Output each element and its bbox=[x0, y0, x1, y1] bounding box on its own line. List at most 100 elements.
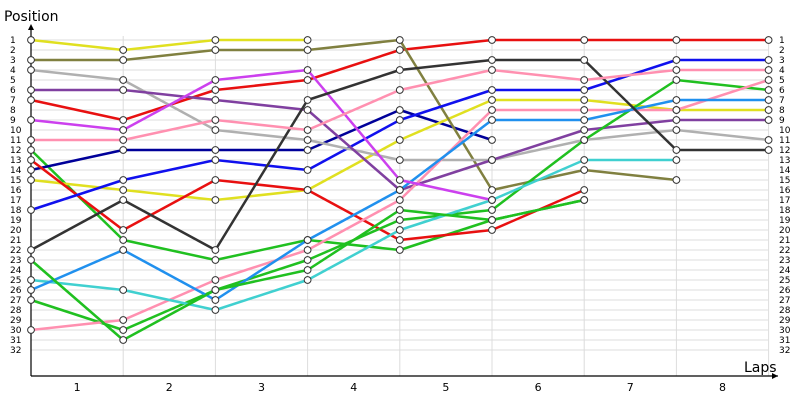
point-s9-x4 bbox=[395, 156, 404, 164]
point-s9-x2 bbox=[211, 126, 220, 134]
point-s16-x1 bbox=[119, 196, 128, 204]
point-s11-x1 bbox=[119, 326, 128, 334]
point-s9-x3 bbox=[303, 136, 312, 144]
point-s14-x0 bbox=[27, 286, 35, 294]
point-s18-x5 bbox=[488, 66, 496, 74]
y-tick-left-29: 29 bbox=[10, 316, 22, 326]
point-s10-x8 bbox=[764, 116, 773, 124]
y-tick-left-1: 1 bbox=[10, 36, 16, 46]
point-s2-x0 bbox=[27, 146, 35, 154]
point-s13-x0 bbox=[27, 276, 35, 284]
point-s12-x3 bbox=[303, 246, 312, 254]
point-s7-x3 bbox=[303, 186, 312, 194]
y-tick-left-6: 6 bbox=[10, 86, 16, 96]
y-tick-right-6: 6 bbox=[779, 86, 785, 96]
point-s4-x2 bbox=[211, 36, 220, 44]
point-s12-x2 bbox=[211, 276, 220, 284]
y-tick-right-1: 1 bbox=[779, 36, 785, 46]
y-tick-right-29: 29 bbox=[779, 316, 791, 326]
y-tick-right-18: 18 bbox=[779, 206, 791, 216]
point-s15-x3 bbox=[303, 66, 312, 74]
point-s7-x2 bbox=[211, 176, 220, 184]
point-s1-x3 bbox=[303, 76, 312, 84]
point-s10-x2 bbox=[211, 96, 220, 104]
series-line-6 bbox=[29, 38, 678, 192]
point-s10-x3 bbox=[303, 106, 312, 114]
point-s13-x3 bbox=[303, 276, 312, 284]
point-s8-x8 bbox=[764, 56, 773, 64]
y-tick-left-31: 31 bbox=[10, 336, 21, 346]
x-tick-5: 5 bbox=[442, 381, 449, 394]
y-tick-right-11: 11 bbox=[779, 136, 790, 146]
point-s8-x4 bbox=[395, 116, 404, 124]
y-tick-right-4: 4 bbox=[779, 66, 785, 76]
y-tick-right-22: 22 bbox=[779, 246, 790, 256]
point-s5-x5 bbox=[488, 96, 496, 104]
point-s13-x1 bbox=[119, 286, 128, 294]
point-s7-x0 bbox=[27, 156, 35, 164]
point-s10-x7 bbox=[672, 116, 681, 124]
point-s6-x2 bbox=[211, 46, 220, 54]
point-s4-x0 bbox=[27, 36, 35, 44]
point-s7-x1 bbox=[119, 226, 128, 234]
y-tick-right-25: 25 bbox=[779, 276, 790, 286]
series-line-15 bbox=[29, 68, 494, 202]
point-s15-x1 bbox=[119, 126, 128, 134]
point-s17-x2 bbox=[211, 286, 220, 294]
y-tick-left-17: 17 bbox=[10, 196, 21, 206]
point-s18-x3 bbox=[303, 126, 312, 134]
point-s11-x7 bbox=[672, 76, 681, 84]
point-s10-x5 bbox=[488, 156, 496, 164]
y-tick-left-18: 18 bbox=[10, 206, 22, 216]
point-s17-x1 bbox=[119, 336, 128, 344]
point-s8-x7 bbox=[672, 56, 681, 64]
point-s1-x8 bbox=[764, 36, 773, 44]
series-points bbox=[27, 36, 773, 344]
y-tick-left-15: 15 bbox=[10, 176, 21, 186]
y-tick-left-13: 13 bbox=[10, 156, 21, 166]
point-s2-x2 bbox=[211, 256, 220, 264]
point-s8-x1 bbox=[119, 176, 128, 184]
y-tick-left-23: 23 bbox=[10, 256, 21, 266]
point-s1-x7 bbox=[672, 36, 681, 44]
point-s7-x4 bbox=[395, 236, 404, 244]
y-tick-left-4: 4 bbox=[10, 66, 16, 76]
x-tick-1: 1 bbox=[74, 381, 81, 394]
y-tick-left-9: 9 bbox=[10, 116, 16, 126]
point-s9-x7 bbox=[672, 126, 681, 134]
y-tick-right-10: 10 bbox=[779, 126, 791, 136]
point-s12-x8 bbox=[764, 76, 773, 84]
y-tick-left-27: 27 bbox=[10, 296, 21, 306]
point-s1-x5 bbox=[488, 36, 496, 44]
point-s10-x6 bbox=[580, 126, 589, 134]
point-s12-x5 bbox=[488, 106, 496, 114]
y-tick-left-7: 7 bbox=[10, 96, 16, 106]
point-s13-x4 bbox=[395, 226, 404, 234]
point-s13-x2 bbox=[211, 306, 220, 314]
y-tick-right-23: 23 bbox=[779, 256, 790, 266]
point-s14-x5 bbox=[488, 116, 496, 124]
point-s1-x6 bbox=[580, 36, 589, 44]
point-s1-x0 bbox=[27, 96, 35, 104]
point-s15-x0 bbox=[27, 116, 35, 124]
point-s12-x0 bbox=[27, 326, 35, 334]
point-s3-x5 bbox=[488, 136, 496, 144]
point-s17-x0 bbox=[27, 256, 35, 264]
y-tick-right-30: 30 bbox=[779, 326, 791, 336]
point-s3-x4 bbox=[395, 106, 404, 114]
point-s8-x3 bbox=[303, 166, 312, 174]
point-s11-x6 bbox=[580, 136, 589, 144]
point-s16-x0 bbox=[27, 246, 35, 254]
point-s8-x5 bbox=[488, 86, 496, 94]
y-tick-right-7: 7 bbox=[779, 96, 785, 106]
point-s16-x6 bbox=[580, 56, 589, 64]
point-s15-x4 bbox=[395, 176, 404, 184]
point-s16-x5 bbox=[488, 56, 496, 64]
point-s18-x1 bbox=[119, 136, 128, 144]
x-tick-3: 3 bbox=[258, 381, 265, 394]
point-s14-x4 bbox=[395, 186, 404, 194]
y-tick-left-2: 2 bbox=[10, 46, 16, 56]
x-tick-7: 7 bbox=[627, 381, 634, 394]
